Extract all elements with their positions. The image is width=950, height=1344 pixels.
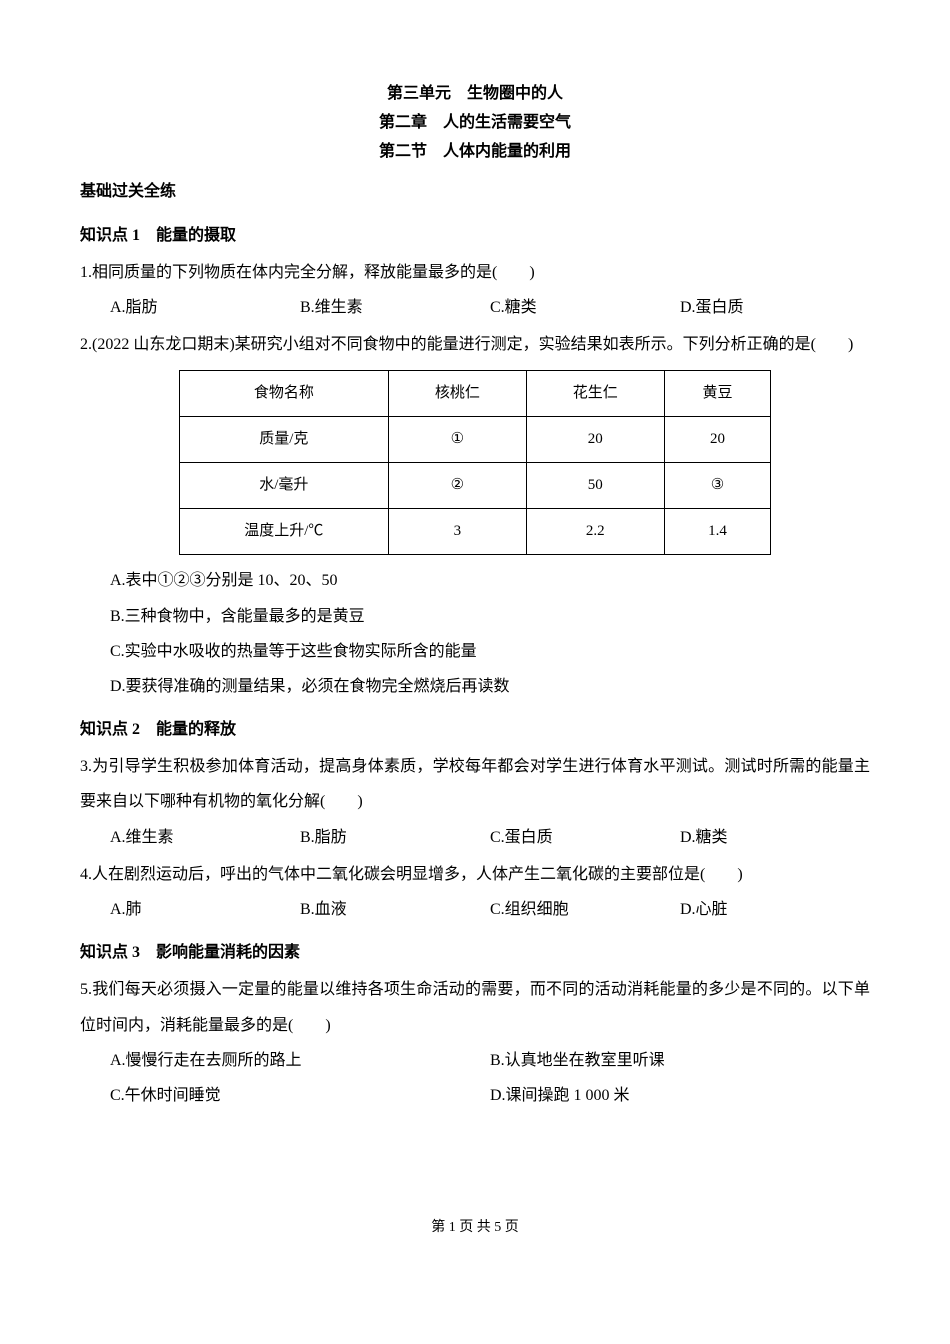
page-footer: 第 1 页 共 5 页 <box>80 1213 870 1244</box>
q1-choice-d: D.蛋白质 <box>680 290 870 325</box>
q1-choice-a: A.脂肪 <box>110 290 300 325</box>
q3-choice-a: A.维生素 <box>110 820 300 855</box>
table-header-2: 花生仁 <box>526 371 664 417</box>
table-cell: 20 <box>664 417 771 463</box>
q4-choice-b: B.血液 <box>300 892 490 927</box>
q1-choice-b: B.维生素 <box>300 290 490 325</box>
q2-choice-d: D.要获得准确的测量结果，必须在食物完全燃烧后再读数 <box>80 669 870 704</box>
table-cell: 温度上升/℃ <box>179 509 388 555</box>
chapter-title: 第二章 人的生活需要空气 <box>80 109 870 138</box>
question-3-choices: A.维生素 B.脂肪 C.蛋白质 D.糖类 <box>80 820 870 855</box>
section-title: 第二节 人体内能量的利用 <box>80 138 870 167</box>
question-2-text: 2.(2022 山东龙口期末)某研究小组对不同食物中的能量进行测定，实验结果如表… <box>80 327 870 362</box>
table-cell: 1.4 <box>664 509 771 555</box>
table-header-3: 黄豆 <box>664 371 771 417</box>
question-5-text: 5.我们每天必须摄入一定量的能量以维持各项生命活动的需要，而不同的活动消耗能量的… <box>80 972 870 1042</box>
q3-choice-b: B.脂肪 <box>300 820 490 855</box>
table-header-0: 食物名称 <box>179 371 388 417</box>
question-4-text: 4.人在剧烈运动后，呼出的气体中二氧化碳会明显增多，人体产生二氧化碳的主要部位是… <box>80 857 870 892</box>
q5-choice-b: B.认真地坐在教室里听课 <box>490 1043 870 1078</box>
table-cell: 水/毫升 <box>179 463 388 509</box>
q4-choice-d: D.心脏 <box>680 892 870 927</box>
question-1-text: 1.相同质量的下列物质在体内完全分解，释放能量最多的是( ) <box>80 255 870 290</box>
question-5-choices-row2: C.午休时间睡觉 D.课间操跑 1 000 米 <box>80 1078 870 1113</box>
table-cell: 3 <box>388 509 526 555</box>
question-2-table: 食物名称 核桃仁 花生仁 黄豆 质量/克 ① 20 20 水/毫升 ② 50 ③… <box>179 370 772 555</box>
q2-choice-c: C.实验中水吸收的热量等于这些食物实际所含的能量 <box>80 634 870 669</box>
base-practice-heading: 基础过关全练 <box>80 174 870 209</box>
question-4-choices: A.肺 B.血液 C.组织细胞 D.心脏 <box>80 892 870 927</box>
q5-choice-a: A.慢慢行走在去厕所的路上 <box>110 1043 490 1078</box>
table-header-1: 核桃仁 <box>388 371 526 417</box>
q3-choice-d: D.糖类 <box>680 820 870 855</box>
q5-choice-c: C.午休时间睡觉 <box>110 1078 490 1113</box>
question-5-choices-row1: A.慢慢行走在去厕所的路上 B.认真地坐在教室里听课 <box>80 1043 870 1078</box>
table-cell: ① <box>388 417 526 463</box>
knowledge-point-1-heading: 知识点 1 能量的摄取 <box>80 218 870 253</box>
q3-choice-c: C.蛋白质 <box>490 820 680 855</box>
table-cell: 20 <box>526 417 664 463</box>
q2-choice-a: A.表中①②③分别是 10、20、50 <box>80 563 870 598</box>
table-cell: 50 <box>526 463 664 509</box>
q4-choice-a: A.肺 <box>110 892 300 927</box>
knowledge-point-2-heading: 知识点 2 能量的释放 <box>80 712 870 747</box>
q5-choice-d: D.课间操跑 1 000 米 <box>490 1078 870 1113</box>
knowledge-point-3-heading: 知识点 3 影响能量消耗的因素 <box>80 935 870 970</box>
table-cell: ③ <box>664 463 771 509</box>
q2-choice-b: B.三种食物中，含能量最多的是黄豆 <box>80 599 870 634</box>
unit-title: 第三单元 生物圈中的人 <box>80 80 870 109</box>
q1-choice-c: C.糖类 <box>490 290 680 325</box>
table-cell: 质量/克 <box>179 417 388 463</box>
question-1-choices: A.脂肪 B.维生素 C.糖类 D.蛋白质 <box>80 290 870 325</box>
table-cell: 2.2 <box>526 509 664 555</box>
q4-choice-c: C.组织细胞 <box>490 892 680 927</box>
question-3-text: 3.为引导学生积极参加体育活动，提高身体素质，学校每年都会对学生进行体育水平测试… <box>80 749 870 819</box>
table-cell: ② <box>388 463 526 509</box>
